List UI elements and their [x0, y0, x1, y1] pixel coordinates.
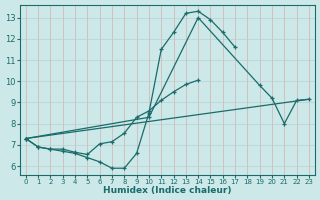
X-axis label: Humidex (Indice chaleur): Humidex (Indice chaleur) [103, 186, 232, 195]
